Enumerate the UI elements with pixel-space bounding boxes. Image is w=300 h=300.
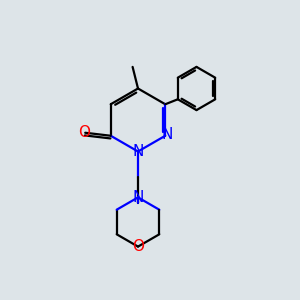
- Text: N: N: [132, 190, 144, 205]
- Text: N: N: [132, 144, 144, 159]
- Text: N: N: [161, 127, 172, 142]
- Text: O: O: [132, 239, 144, 254]
- Text: O: O: [78, 125, 90, 140]
